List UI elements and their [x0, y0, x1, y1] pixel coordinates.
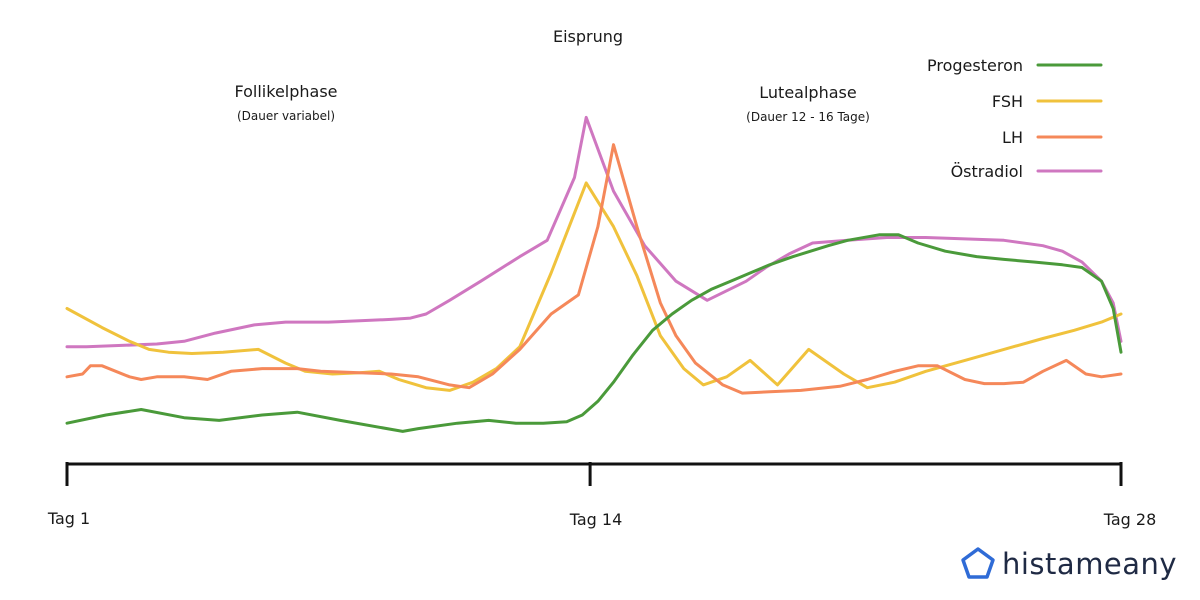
series-line-lh [65, 143, 1123, 395]
series-line-progesteron [65, 233, 1123, 433]
x-tick-label: Tag 14 [569, 510, 623, 529]
x-tick-label: Tag 28 [1103, 510, 1157, 529]
annotations: Follikelphase (Dauer variabel) Eisprung Lut… [234, 27, 869, 124]
annotation-follikel-title: Follikelphase [234, 82, 337, 101]
annotation-luteal-subtitle: (Dauer 12 - 16 Tage) [746, 110, 870, 124]
annotation-follikel-subtitle: (Dauer variabel) [237, 109, 335, 123]
series-line--stradiol [65, 115, 1123, 349]
x-axis: Tag 1 Tag 14 Tag 28 [47, 462, 1156, 529]
legend: Progesteron FSH LH Östradiol [927, 56, 1103, 181]
legend-label-progesteron: Progesteron [927, 56, 1023, 75]
legend-label-lh: LH [1002, 128, 1023, 147]
annotation-luteal-title: Lutealphase [759, 83, 856, 102]
annotation-eisprung-title: Eisprung [553, 27, 623, 46]
pentagon-logo-icon [961, 547, 995, 579]
series-layer [65, 115, 1123, 433]
brand-name: histameany [1002, 547, 1178, 581]
x-tick-label: Tag 1 [47, 509, 90, 528]
legend-label--stradiol: Östradiol [951, 162, 1023, 181]
series-line-fsh [65, 181, 1123, 392]
legend-label-fsh: FSH [992, 92, 1023, 111]
brand-logo: histameany [958, 542, 1177, 586]
